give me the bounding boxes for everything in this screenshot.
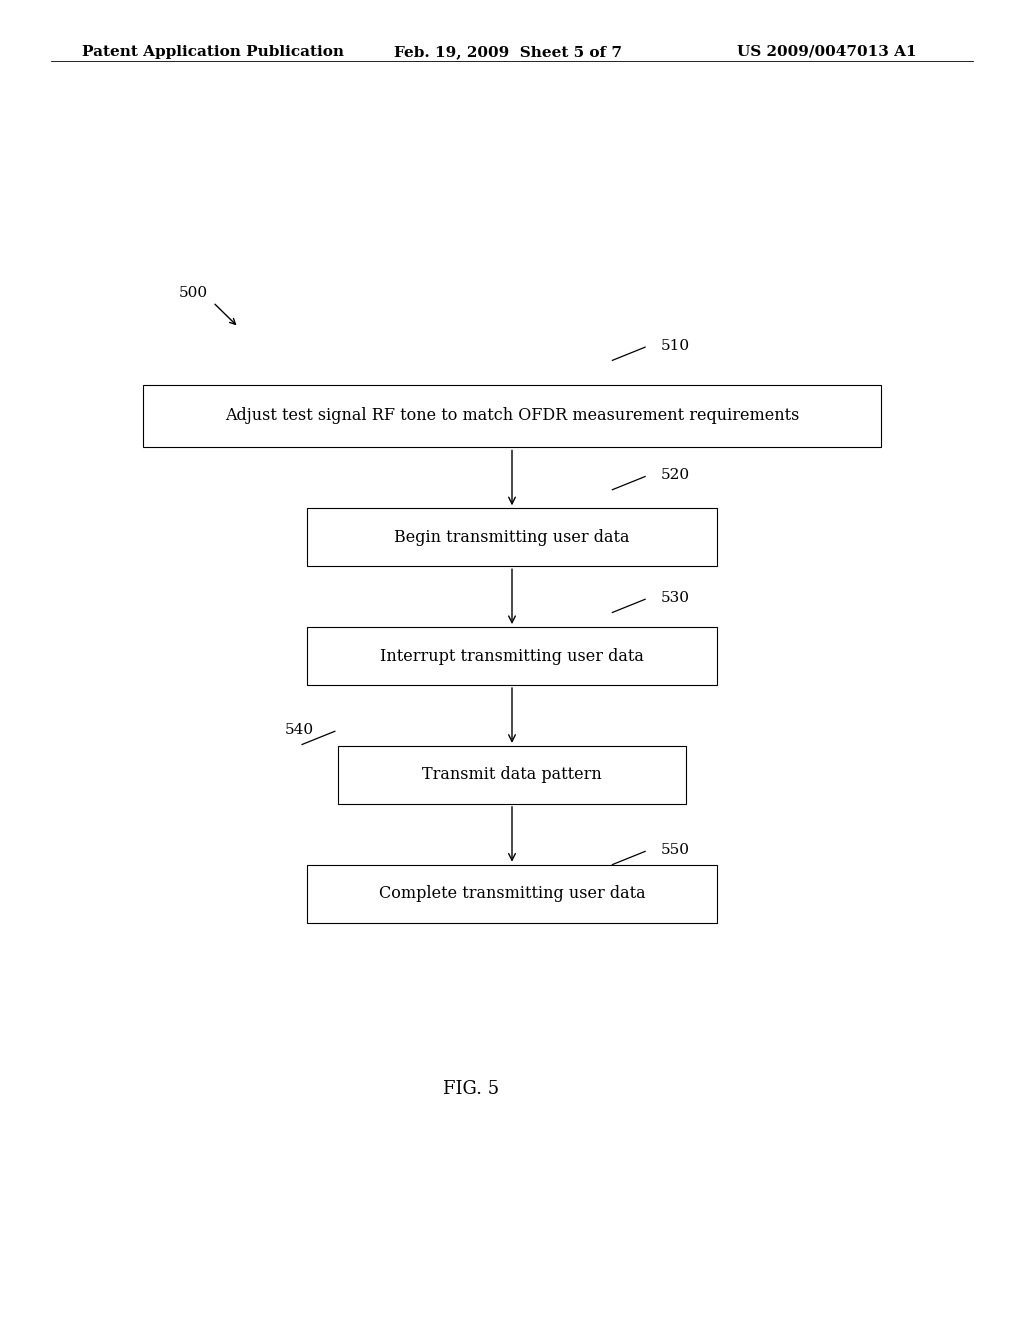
Text: Adjust test signal RF tone to match OFDR measurement requirements: Adjust test signal RF tone to match OFDR… (225, 408, 799, 424)
Text: 510: 510 (660, 339, 689, 352)
Text: FIG. 5: FIG. 5 (443, 1080, 499, 1098)
Text: Interrupt transmitting user data: Interrupt transmitting user data (380, 648, 644, 664)
Text: Begin transmitting user data: Begin transmitting user data (394, 529, 630, 545)
Text: 520: 520 (660, 469, 689, 482)
FancyBboxPatch shape (307, 508, 717, 566)
Text: 550: 550 (660, 843, 689, 857)
Text: US 2009/0047013 A1: US 2009/0047013 A1 (737, 45, 916, 59)
Text: 540: 540 (285, 723, 313, 737)
Text: Complete transmitting user data: Complete transmitting user data (379, 886, 645, 902)
Text: Patent Application Publication: Patent Application Publication (82, 45, 344, 59)
Text: Feb. 19, 2009  Sheet 5 of 7: Feb. 19, 2009 Sheet 5 of 7 (394, 45, 623, 59)
FancyBboxPatch shape (307, 865, 717, 923)
FancyBboxPatch shape (143, 384, 881, 446)
FancyBboxPatch shape (338, 746, 686, 804)
FancyBboxPatch shape (307, 627, 717, 685)
Text: Transmit data pattern: Transmit data pattern (422, 767, 602, 783)
Text: 500: 500 (179, 286, 208, 300)
Text: 530: 530 (660, 591, 689, 605)
